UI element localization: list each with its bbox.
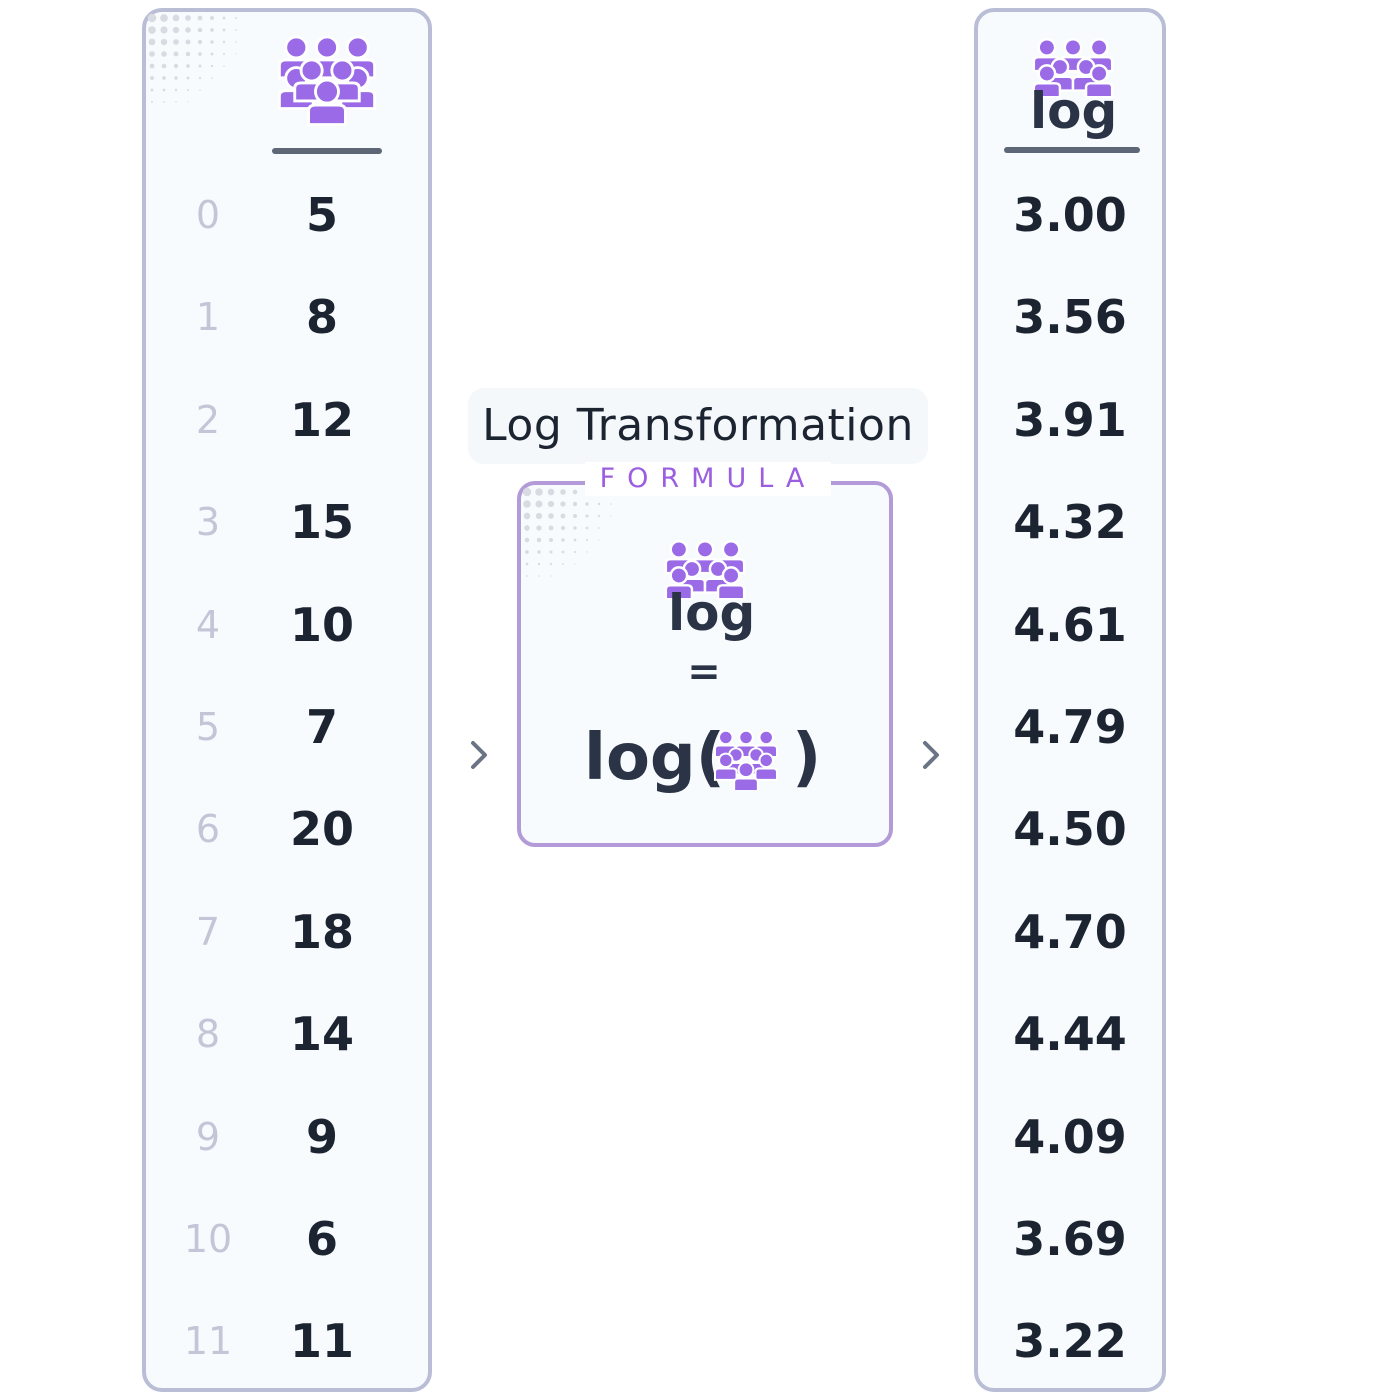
- input-value: 15: [289, 495, 354, 549]
- chevron-right-icon: [923, 741, 939, 769]
- output-value: 3.22: [1013, 1314, 1127, 1368]
- left-panel-dot-pattern: [147, 13, 237, 103]
- output-column-panel: [974, 8, 1166, 1392]
- row-index: 4: [195, 603, 221, 647]
- output-value: 4.09: [1013, 1110, 1127, 1164]
- output-value: 4.44: [1013, 1007, 1127, 1061]
- input-value: 10: [289, 598, 354, 652]
- diagram-title: Log Transformation: [482, 400, 914, 451]
- output-value: 4.32: [1013, 495, 1127, 549]
- row-index: 11: [183, 1319, 233, 1363]
- output-value: 4.79: [1013, 700, 1127, 754]
- input-column-panel: [142, 8, 432, 1392]
- row-index: 6: [195, 807, 221, 851]
- input-value: 5: [305, 188, 338, 242]
- input-value: 20: [289, 802, 354, 856]
- output-value: 3.00: [1013, 188, 1127, 242]
- output-header-log-label: log: [1030, 82, 1118, 140]
- row-index: 5: [195, 705, 221, 749]
- row-index: 3: [195, 500, 221, 544]
- input-value: 7: [305, 700, 338, 754]
- output-value: 3.69: [1013, 1212, 1127, 1266]
- title-box: Log Transformation: [468, 388, 928, 464]
- people-group-icon: [1032, 38, 1114, 98]
- row-index: 0: [195, 193, 221, 237]
- output-header-underline: [1004, 147, 1140, 153]
- row-index: 8: [195, 1012, 221, 1056]
- row-index: 10: [183, 1217, 233, 1261]
- formula-dot-pattern: [522, 487, 612, 577]
- input-header-underline: [272, 148, 382, 154]
- input-value: 18: [289, 905, 354, 959]
- row-index: 1: [195, 295, 221, 339]
- input-value: 8: [305, 290, 338, 344]
- output-value: 4.61: [1013, 598, 1127, 652]
- row-index: 9: [195, 1115, 221, 1159]
- row-index: 2: [195, 398, 221, 442]
- input-value: 11: [289, 1314, 354, 1368]
- chevron-right-icon: [471, 741, 487, 769]
- output-value: 3.56: [1013, 290, 1127, 344]
- formula-log-close: ): [792, 721, 822, 795]
- formula-equals: =: [687, 649, 721, 695]
- input-value: 14: [289, 1007, 354, 1061]
- row-index: 7: [195, 910, 221, 954]
- output-value: 4.50: [1013, 802, 1127, 856]
- people-group-icon: [278, 35, 376, 127]
- input-value: 6: [305, 1212, 338, 1266]
- people-group-icon: [713, 729, 779, 790]
- input-value: 12: [289, 393, 354, 447]
- formula-lhs-log: log: [668, 584, 756, 642]
- output-value: 3.91: [1013, 393, 1127, 447]
- output-value: 4.70: [1013, 905, 1127, 959]
- formula-log-open: log(: [584, 721, 725, 795]
- input-value: 9: [305, 1110, 338, 1164]
- people-group-icon: [664, 540, 746, 600]
- formula-label: FORMULA: [585, 462, 831, 496]
